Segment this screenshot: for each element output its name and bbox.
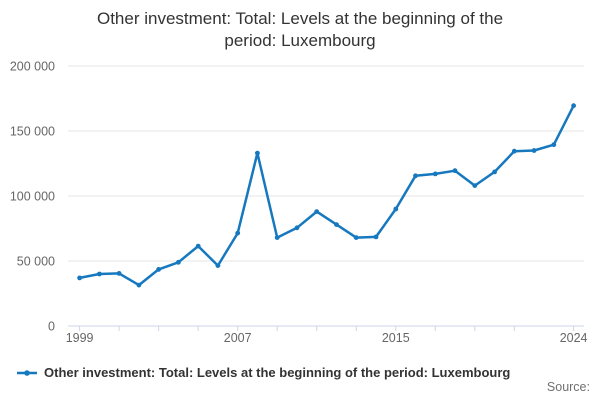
data-point-marker (452, 168, 458, 174)
data-point-marker (413, 173, 418, 179)
data-point-marker (314, 209, 320, 215)
data-point-marker (274, 235, 280, 241)
x-axis-label: 2015 (382, 331, 410, 345)
data-point-marker (334, 222, 339, 228)
data-point-marker (156, 267, 162, 272)
x-axis-label: 2007 (224, 331, 252, 345)
data-point-marker (176, 259, 181, 265)
y-axis-label: 50 000 (17, 255, 55, 269)
data-point-marker (472, 183, 478, 189)
data-point-marker (255, 150, 260, 156)
data-point-marker (373, 234, 379, 240)
y-axis-label: 150 000 (10, 125, 55, 139)
data-point-marker (571, 103, 576, 109)
data-point-marker (136, 282, 142, 288)
x-axis-label: 1999 (66, 331, 94, 345)
data-point-marker (215, 263, 221, 268)
legend-label: Other investment: Total: Levels at the b… (44, 365, 511, 380)
legend-marker-icon (17, 369, 37, 376)
data-point-marker (551, 142, 557, 148)
data-point-marker (97, 271, 102, 277)
data-point-marker (294, 225, 300, 231)
y-axis-label: 0 (48, 320, 55, 334)
data-point-marker (116, 271, 122, 276)
data-point-marker (195, 243, 201, 249)
chart-title: Other investment: Total: Levels at the b… (0, 8, 600, 52)
chart-title-line2: period: Luxembourg (224, 31, 376, 50)
series-line (78, 104, 575, 287)
y-axis-label: 100 000 (10, 190, 55, 204)
y-axis-label: 200 000 (10, 60, 55, 74)
data-point-marker (492, 169, 497, 175)
source-note: Source: (546, 380, 590, 394)
data-point-marker (393, 206, 399, 212)
data-point-marker (531, 148, 537, 153)
data-point-marker (432, 171, 438, 177)
data-point-marker (235, 230, 241, 236)
legend-marker-dot (24, 369, 30, 376)
data-point-marker (511, 148, 517, 154)
chart-title-line1: Other investment: Total: Levels at the b… (96, 9, 504, 28)
data-point-marker (353, 235, 359, 241)
legend-item[interactable]: Other investment: Total: Levels at the b… (17, 365, 510, 380)
x-axis-label: 2024 (560, 331, 588, 345)
data-point-marker (77, 275, 82, 281)
